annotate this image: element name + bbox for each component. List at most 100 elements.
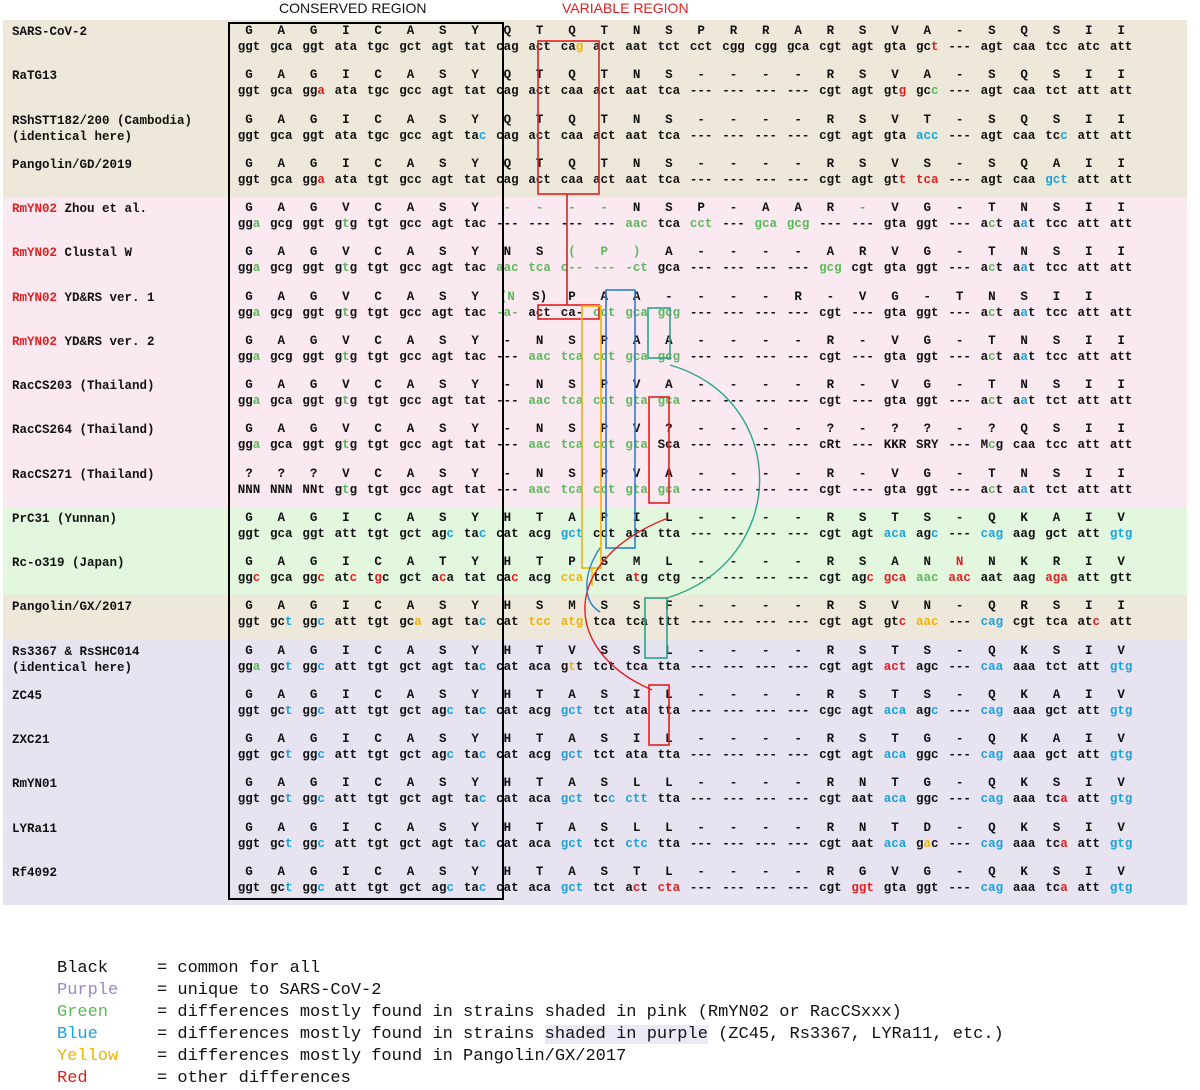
codon: --- [496, 349, 519, 364]
amino-acid: S [665, 112, 673, 127]
amino-acid: - [955, 864, 964, 879]
codon: gca [270, 526, 293, 541]
codon-base: g [334, 217, 343, 231]
codon: tgt [366, 438, 390, 453]
strain-label: RmYN02 YD&RS ver. 1 [12, 290, 155, 306]
codon-base: M [980, 438, 989, 453]
amino-acid: G [245, 156, 253, 171]
amino-acid: I [1085, 333, 1093, 348]
amino-acid: G [245, 333, 253, 348]
amino-acid: S [600, 820, 609, 835]
codon: agt [431, 172, 455, 187]
codon-base: ta [463, 748, 479, 762]
amino-acid: A [406, 732, 415, 746]
codon-base: g [334, 261, 343, 276]
amino-acid: K [1020, 776, 1028, 791]
amino-acid: A [665, 245, 673, 260]
codon: gca [625, 305, 648, 320]
codon: gga [297, 173, 331, 187]
codon: cag [496, 172, 519, 187]
codon-base-diff: c [446, 703, 455, 718]
codon-base-diff: a [317, 84, 325, 99]
amino-acid: A [665, 333, 673, 348]
amino-acid: I [342, 732, 350, 746]
amino-acid: N [535, 466, 544, 481]
codon: cgt [819, 349, 842, 364]
amino-acid: H [503, 732, 512, 746]
amino-acid: Y [471, 643, 479, 658]
codon-base-diff: t [285, 880, 293, 895]
amino-acid: R [826, 24, 835, 38]
codon: cgt [819, 748, 842, 762]
codon: agt [851, 703, 874, 718]
amino-acid: S [858, 643, 867, 658]
amino-acid: A [277, 422, 286, 437]
strain-label: Rc-o319 (Japan) [12, 556, 125, 570]
codon: att [1077, 261, 1101, 276]
codon-base-diff: c [317, 659, 325, 674]
codon: ggc [297, 837, 331, 851]
amino-acid: N [632, 68, 641, 83]
codon-base-diff: c [478, 615, 487, 630]
amino-acid: S [858, 732, 867, 746]
codon-base-diff: t [898, 172, 907, 187]
amino-acid: - [762, 864, 770, 879]
legend-text: = differences mostly found in strains sh… [157, 1003, 902, 1022]
amino-acid: I [1117, 24, 1125, 38]
codon: cgt [819, 128, 842, 143]
codon: gct [560, 526, 584, 541]
codon-base: ca [496, 571, 512, 585]
codon: agt [851, 615, 874, 630]
codon: cat [496, 526, 519, 541]
codon: act [975, 350, 1009, 364]
amino-acid: L [665, 643, 673, 658]
codon-base: gg [237, 217, 253, 231]
codon-base: a [1012, 305, 1021, 320]
amino-acid: S [600, 776, 609, 791]
legend-text: = differences mostly found in Pangolin/G… [157, 1047, 627, 1066]
amino-acid: S [439, 24, 447, 38]
amino-acid: Q [988, 864, 996, 879]
amino-acid: S [600, 599, 609, 614]
amino-acid: P [600, 333, 609, 348]
amino-acid: I [342, 24, 350, 38]
amino-acid: G [309, 201, 318, 215]
codon: --- [948, 880, 971, 895]
amino-acid: - [794, 510, 802, 525]
codon-base: gc [270, 748, 286, 762]
codon: ggc [297, 660, 331, 674]
codon-base-diff: c [478, 748, 487, 762]
amino-acid: G [309, 289, 318, 304]
amino-acid: A [1052, 156, 1061, 171]
codon-base-diff: t [342, 217, 350, 231]
amino-acid: S [858, 68, 867, 83]
amino-acid: - [762, 422, 770, 437]
codon: cta [657, 880, 681, 895]
amino-acid: I [342, 864, 350, 879]
amino-acid: - [503, 466, 512, 481]
codon: aat [851, 792, 874, 807]
codon: gtg [1109, 792, 1133, 807]
amino-acid: I [1085, 112, 1093, 127]
codon: cat [496, 659, 519, 674]
codon: cag [496, 128, 519, 143]
codon-base-diff: c [931, 84, 939, 99]
amino-acid: R [826, 776, 835, 791]
codon: gta [883, 40, 907, 54]
codon: aac [916, 571, 939, 585]
codon-base-diff: a [1060, 880, 1068, 895]
codon-base: t [995, 261, 1004, 276]
codon: cgt [819, 659, 842, 674]
amino-acid: C [374, 864, 382, 879]
codon-base: gg [237, 659, 253, 674]
codon-base-diff: a [252, 217, 261, 231]
codon-base: a [1012, 349, 1021, 364]
amino-acid: N [988, 289, 996, 304]
codon: att [1109, 438, 1133, 453]
legend-term: Green [57, 1003, 109, 1022]
amino-acid: V [568, 643, 576, 658]
codon: tct [593, 659, 616, 674]
amino-acid: T [891, 510, 899, 525]
codon: tac [458, 704, 492, 718]
amino-acid: R [826, 201, 835, 215]
